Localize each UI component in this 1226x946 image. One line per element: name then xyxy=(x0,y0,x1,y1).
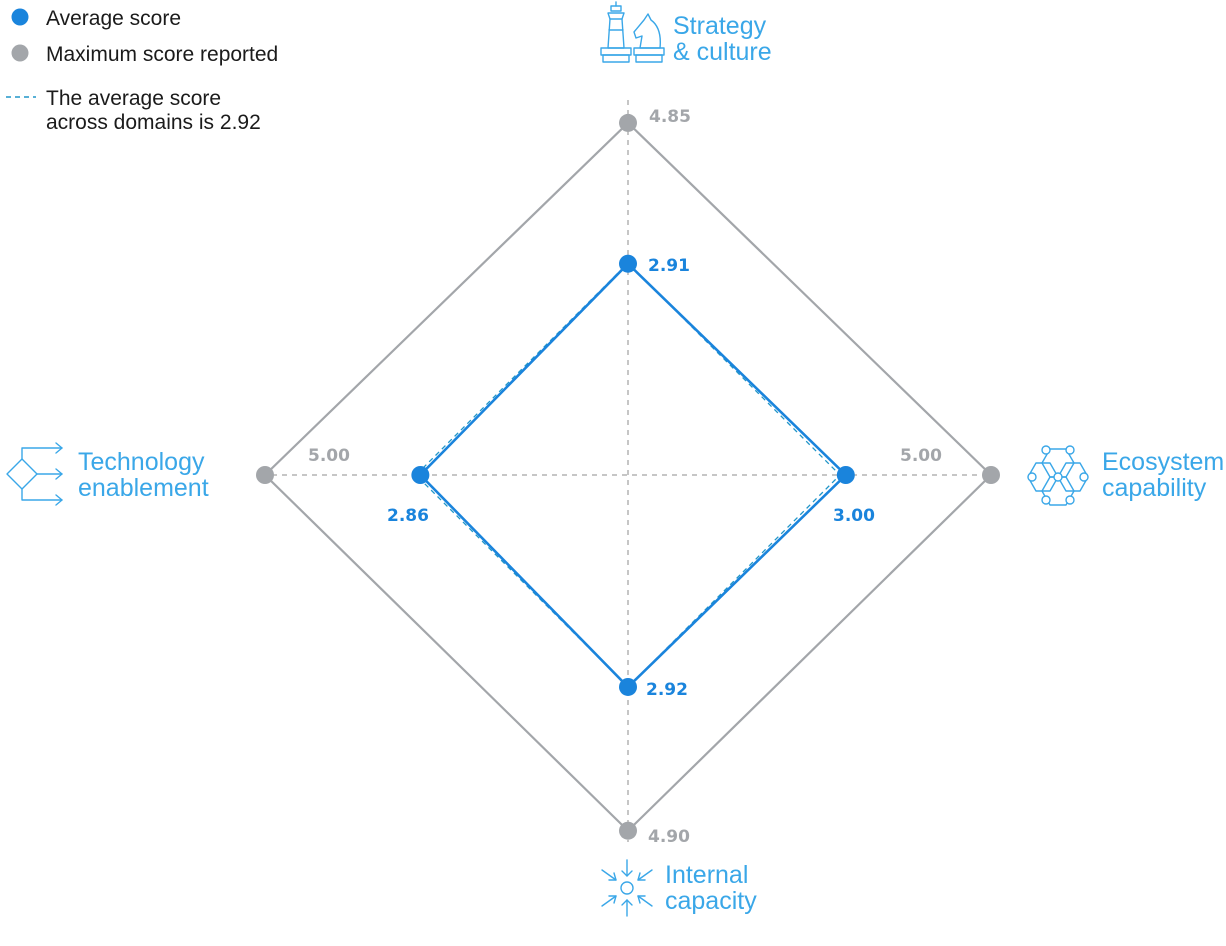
legend-overall-label-line1: The average score xyxy=(46,87,221,110)
maximum-point-strategy xyxy=(619,113,637,132)
axis-title-strategy-line2: & culture xyxy=(673,38,772,66)
maximum-score-points xyxy=(256,113,1000,840)
axis-technology-enablement: Technology enablement xyxy=(6,442,209,506)
avg-label-ecosystem: 3.00 xyxy=(833,506,875,526)
max-label-internal: 4.90 xyxy=(648,827,690,847)
max-label-ecosystem: 5.00 xyxy=(900,446,942,466)
maximum-point-technology xyxy=(256,466,274,484)
axis-internal-capacity: Internal capacity xyxy=(601,859,757,917)
average-point-strategy xyxy=(619,254,637,273)
axis-title-internal-line2: capacity xyxy=(665,887,757,915)
avg-label-internal: 2.92 xyxy=(646,680,688,700)
maximum-point-ecosystem xyxy=(982,466,1000,484)
average-value-labels: 2.91 3.00 2.92 2.86 xyxy=(387,256,875,700)
average-point-ecosystem xyxy=(836,466,855,484)
axis-guides xyxy=(262,100,994,842)
average-point-technology xyxy=(411,466,430,484)
axis-title-ecosystem-line2: capability xyxy=(1102,474,1207,502)
legend: Average score Maximum score reported The… xyxy=(6,7,278,134)
average-score-points xyxy=(411,254,855,696)
axis-ecosystem-capability: Ecosystem capability xyxy=(1027,445,1224,506)
overall-average-polygon xyxy=(415,262,841,688)
chess-pieces-icon xyxy=(600,1,665,63)
branching-arrows-icon xyxy=(6,442,63,506)
maximum-point-internal xyxy=(619,821,637,840)
legend-average-label: Average score xyxy=(46,7,181,30)
axis-title-ecosystem-line1: Ecosystem xyxy=(1102,448,1224,476)
avg-label-technology: 2.86 xyxy=(387,506,429,526)
axis-strategy-culture: Strategy & culture xyxy=(600,1,772,66)
avg-label-strategy: 2.91 xyxy=(648,256,690,276)
hexagon-network-icon xyxy=(1027,445,1089,506)
legend-overall-label-line2: across domains is 2.92 xyxy=(46,111,261,134)
axis-title-strategy-line1: Strategy xyxy=(673,12,767,40)
axis-title-technology-line2: enablement xyxy=(78,474,209,502)
axis-title-technology-line1: Technology xyxy=(78,448,205,476)
axis-title-internal-line1: Internal xyxy=(665,861,748,889)
max-label-strategy: 4.85 xyxy=(649,107,691,127)
legend-average-swatch xyxy=(11,8,29,26)
average-point-internal xyxy=(619,677,637,696)
inward-arrows-icon xyxy=(601,859,653,917)
legend-maximum-swatch xyxy=(11,44,29,62)
legend-maximum-label: Maximum score reported xyxy=(46,43,278,66)
max-label-technology: 5.00 xyxy=(308,446,350,466)
maximum-value-labels: 4.85 5.00 4.90 5.00 xyxy=(308,107,942,847)
